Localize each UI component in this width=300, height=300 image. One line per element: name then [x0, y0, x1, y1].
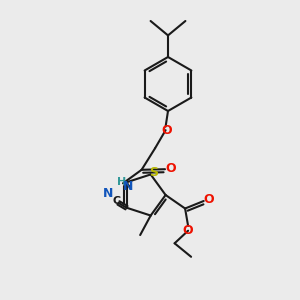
Text: N: N — [102, 188, 113, 200]
Text: S: S — [149, 166, 158, 178]
Text: O: O — [161, 124, 172, 137]
Text: N: N — [123, 180, 134, 193]
Text: H: H — [117, 177, 126, 187]
Text: O: O — [183, 224, 194, 237]
Text: O: O — [165, 162, 176, 175]
Text: C: C — [112, 196, 121, 206]
Text: O: O — [203, 193, 214, 206]
